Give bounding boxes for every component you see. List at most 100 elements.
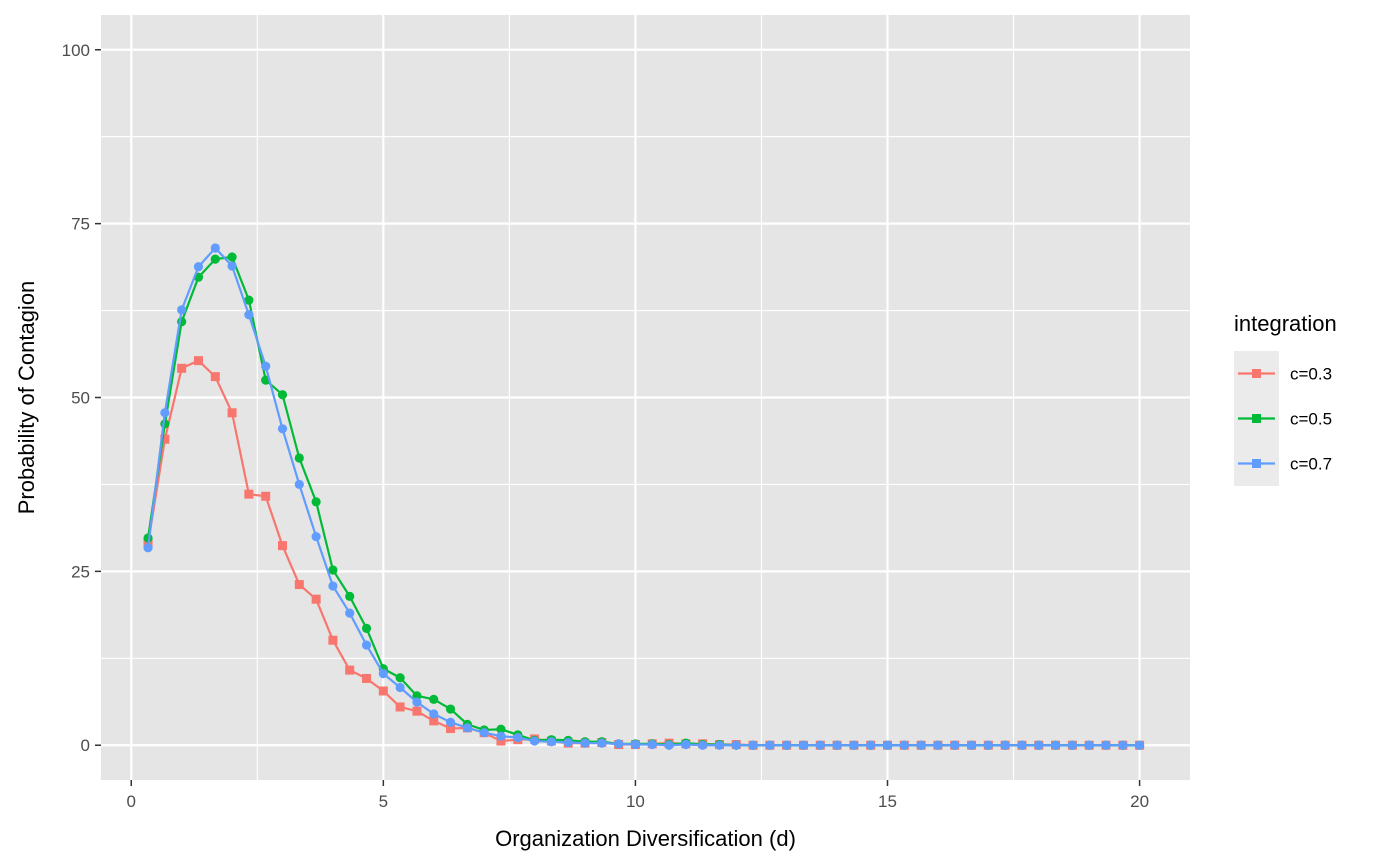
legend-label: c=0.7: [1290, 455, 1332, 474]
data-point: [446, 724, 456, 734]
data-point: [882, 740, 893, 750]
data-point: [479, 728, 489, 738]
data-point: [782, 740, 792, 750]
data-point: [916, 740, 926, 750]
data-point: [714, 740, 725, 750]
data-point: [160, 408, 170, 418]
x-tick-label: 10: [626, 792, 645, 811]
data-point: [496, 736, 506, 746]
data-point: [1134, 740, 1145, 750]
data-point: [933, 740, 943, 750]
data-point: [328, 565, 338, 575]
data-point: [378, 686, 388, 696]
data-point: [210, 243, 220, 253]
series-layer: [143, 243, 1145, 750]
data-point: [361, 640, 372, 650]
legend-label: c=0.5: [1290, 410, 1332, 429]
legend-key-marker: [1252, 414, 1261, 423]
data-point: [950, 740, 960, 750]
legend-item: c=0.5: [1234, 396, 1332, 441]
legend-items: c=0.3 c=0.5 c=0.7: [1234, 351, 1332, 486]
x-tick-label: 20: [1130, 792, 1149, 811]
data-point: [160, 434, 170, 444]
x-axis-title: Organization Diversification (d): [495, 826, 796, 851]
data-point: [429, 709, 439, 719]
data-point: [143, 543, 153, 553]
data-point: [378, 668, 388, 679]
data-point: [412, 697, 422, 707]
legend-key-marker: [1252, 369, 1261, 378]
data-point: [278, 541, 287, 551]
data-point: [311, 531, 321, 542]
data-point: [177, 305, 187, 315]
data-point: [277, 390, 288, 400]
data-point: [563, 737, 573, 748]
data-point: [244, 295, 254, 305]
data-point: [731, 740, 741, 750]
data-point: [395, 702, 405, 712]
data-point: [496, 731, 506, 741]
data-point: [429, 694, 439, 704]
data-point: [832, 740, 842, 750]
legend-title: integration: [1234, 311, 1337, 336]
x-tick-label: 0: [127, 792, 136, 811]
data-point: [462, 723, 472, 733]
data-point: [345, 665, 355, 675]
data-point: [815, 740, 825, 750]
data-point: [177, 363, 187, 373]
data-point: [210, 372, 220, 382]
data-point: [798, 740, 809, 750]
data-point: [1000, 740, 1010, 750]
data-point: [244, 489, 254, 499]
data-point: [294, 479, 304, 490]
data-point: [664, 740, 674, 750]
data-point: [698, 740, 708, 750]
y-tick-label: 100: [62, 41, 90, 60]
data-point: [261, 491, 271, 501]
data-point: [311, 594, 321, 604]
data-point: [513, 732, 523, 743]
data-point: [412, 706, 422, 716]
data-point: [580, 738, 590, 748]
data-point: [294, 453, 304, 463]
data-point: [210, 254, 220, 264]
y-tick-label: 25: [71, 562, 90, 581]
data-point: [1101, 740, 1111, 750]
data-point: [227, 261, 237, 271]
data-point: [748, 740, 758, 750]
data-point: [1118, 740, 1128, 750]
data-point: [445, 717, 456, 727]
data-point: [227, 408, 237, 418]
x-tick-label: 15: [878, 792, 897, 811]
data-point: [1034, 740, 1044, 750]
data-point: [1017, 740, 1027, 750]
data-point: [529, 736, 540, 746]
data-point: [647, 739, 657, 750]
data-point: [244, 310, 254, 320]
data-point: [765, 740, 775, 750]
data-point: [496, 724, 506, 734]
data-point: [311, 497, 321, 507]
series-c=0.7: [143, 243, 1145, 750]
data-point: [361, 623, 372, 633]
data-point: [328, 581, 338, 591]
data-point: [345, 608, 355, 618]
y-tick-label: 0: [81, 736, 90, 755]
data-point: [546, 737, 556, 747]
data-point: [1084, 740, 1094, 750]
legend-item: c=0.7: [1234, 441, 1332, 486]
y-tick-label: 50: [71, 389, 90, 408]
data-point: [983, 740, 993, 750]
legend: integration c=0.3 c=0.5 c=0.7: [1234, 311, 1337, 486]
legend-label: c=0.3: [1290, 365, 1332, 384]
data-point: [362, 673, 372, 683]
y-axis: 0 25 50 75 100: [62, 41, 101, 755]
legend-item: c=0.3: [1234, 351, 1332, 396]
x-axis: 0 5 10 15 20: [127, 780, 1149, 811]
data-point: [681, 739, 691, 750]
data-point: [1050, 740, 1061, 750]
data-point: [193, 262, 204, 272]
data-point: [1067, 740, 1077, 750]
data-point: [597, 738, 607, 748]
